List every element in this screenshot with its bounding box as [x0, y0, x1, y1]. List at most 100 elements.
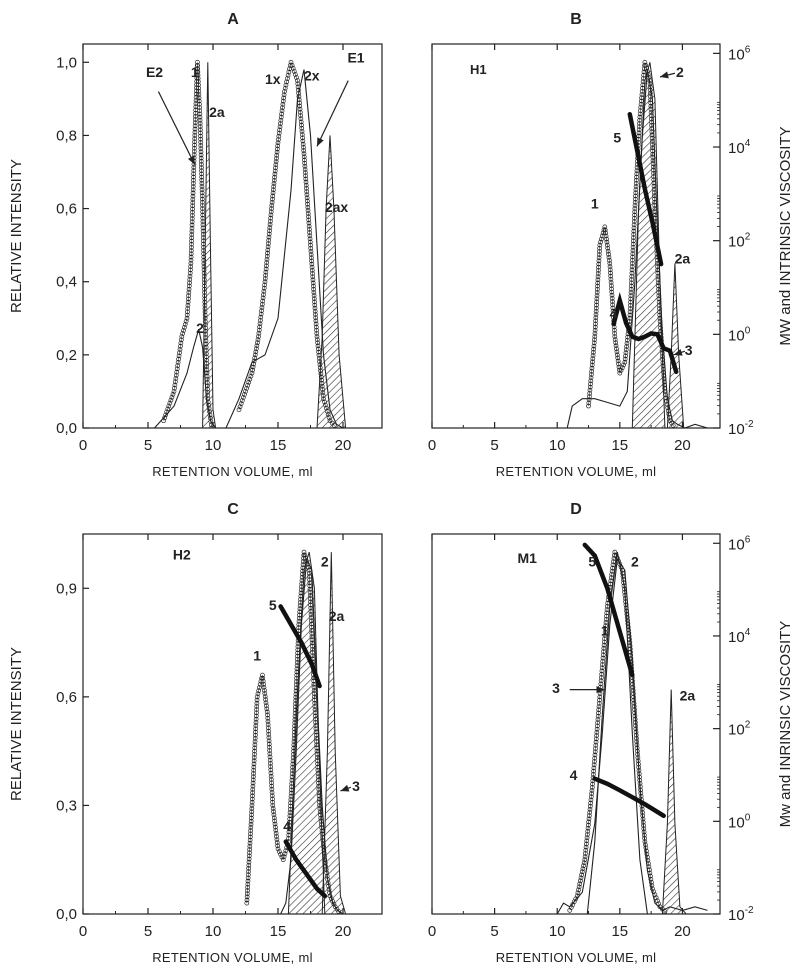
series-s1-point: [193, 101, 199, 106]
series-s6-thick-line: [627, 111, 664, 267]
series-s1-point: [599, 668, 605, 674]
series-s1-point: [251, 774, 256, 780]
series-s1-point: [271, 815, 277, 821]
series-s1-point: [589, 372, 594, 377]
series-s1-point: [244, 897, 250, 903]
series-s1-point: [592, 327, 598, 333]
series-s1-point: [588, 797, 594, 803]
series-s1-point: [575, 890, 581, 896]
series-s5-point: [261, 289, 267, 294]
series-s1-point: [192, 136, 198, 141]
x-tick-label: 20: [335, 437, 352, 454]
series-s1-point: [627, 312, 633, 318]
series-s1-point: [597, 691, 603, 696]
series-s1-point: [632, 707, 637, 712]
series-s1-point: [610, 305, 616, 311]
series-s1-point: [628, 286, 634, 292]
series-s5-point: [266, 238, 272, 243]
series-s5-point: [311, 293, 317, 298]
x-tick-label: 10: [549, 923, 566, 940]
series-s1-point: [250, 793, 255, 799]
series-s1-point: [250, 790, 255, 796]
series-s1-point: [608, 283, 614, 289]
series-s5-point: [236, 407, 242, 413]
series-s1-point: [266, 738, 272, 744]
series-s1-point: [605, 245, 611, 251]
series-s5-point: [272, 171, 278, 177]
series-s1-point: [595, 271, 601, 276]
series-s1-point: [180, 331, 186, 336]
series-s6-thick-line: [278, 604, 322, 689]
plot-frame: [82, 533, 383, 915]
series-s5-point: [252, 352, 258, 358]
x-tick-label: 5: [490, 923, 498, 940]
series-s1-point: [656, 901, 661, 907]
series-s1-point: [637, 117, 643, 123]
series-s1-point: [244, 894, 250, 900]
annotation-label: 1: [191, 64, 199, 80]
series-s5-point: [264, 263, 269, 269]
series-s1-point: [268, 777, 274, 782]
series-s1-point: [634, 177, 639, 183]
series-s1-point: [582, 854, 588, 859]
series-s1-point: [270, 803, 276, 808]
series-s5-point: [306, 220, 312, 226]
series-s1-point: [246, 862, 252, 868]
series-s1-point: [586, 813, 592, 819]
series-s1-point: [247, 847, 253, 852]
annotation-label: 4: [610, 305, 618, 321]
series-s1-point: [612, 331, 617, 336]
x-tick-label: 5: [490, 437, 498, 454]
series-s1-point: [581, 863, 586, 869]
series-s1-point: [246, 866, 251, 871]
series-s5-point: [303, 173, 308, 179]
y-tick-label: 0,8: [56, 127, 77, 144]
series-s1-point: [624, 341, 630, 346]
series-s1-point: [609, 286, 614, 292]
series-s5-point: [308, 242, 313, 248]
series-s1-point: [599, 675, 604, 680]
series-s1-point: [630, 254, 635, 260]
series-s5-point: [304, 189, 310, 194]
series-s5-point: [287, 63, 293, 68]
series-s5-point: [298, 116, 304, 122]
series-s1-point: [275, 846, 281, 852]
series-s5-point: [309, 258, 314, 264]
y-axis-label: RELATIVE INTENSITY: [8, 159, 25, 313]
series-s5-point: [313, 318, 319, 324]
series-s1-point: [175, 363, 181, 368]
series-s1-point: [592, 755, 598, 761]
series-s5-point: [278, 121, 283, 126]
series-s5-point: [319, 377, 324, 383]
series-s5-point: [297, 103, 303, 109]
series-s5-point: [297, 106, 303, 112]
series-s1-point: [596, 255, 602, 261]
series-s1-point: [595, 277, 601, 283]
series-s5-point: [274, 156, 279, 161]
y-tick-label: 0,3: [56, 797, 77, 814]
series-s1-point: [198, 140, 204, 145]
x-tick-label: 20: [674, 437, 691, 454]
series-s1-point: [270, 806, 276, 811]
series-s1-point: [252, 736, 258, 741]
series-s1-point: [272, 818, 278, 824]
series-s5-point: [272, 174, 277, 180]
series-s1-point: [162, 415, 167, 421]
series-s1-point: [655, 898, 660, 904]
series-s1-point: [253, 716, 259, 722]
annotation-label: M1: [517, 550, 537, 566]
series-s1-point: [253, 720, 259, 725]
series-s1-point: [184, 312, 190, 318]
annotation-label: 4: [570, 767, 578, 783]
series-s1-point: [623, 353, 628, 359]
series-s1-point: [286, 836, 291, 841]
series-s5-point: [266, 234, 272, 240]
series-s1-point: [195, 76, 201, 81]
series-s5-point: [296, 97, 302, 103]
series-s1-point: [622, 356, 628, 362]
x-tick-label: 20: [674, 923, 691, 940]
series-s5-point: [309, 268, 315, 273]
series-s1-point: [601, 649, 606, 654]
series-s1-point: [594, 730, 600, 735]
annotation-label: 2a: [209, 104, 225, 120]
